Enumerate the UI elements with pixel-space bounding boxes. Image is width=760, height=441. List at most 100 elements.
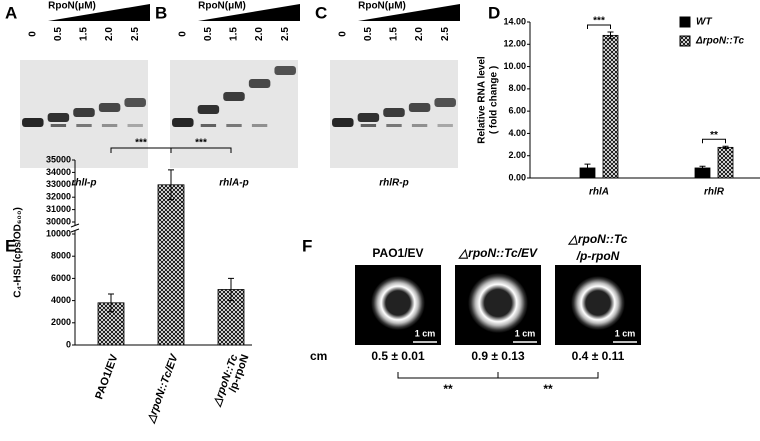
lane-label: 1.5 xyxy=(229,27,240,41)
y-axis-label: C₄-HSL(cps/OD₆₀₀) xyxy=(13,207,24,298)
plate-name: △rpoN::Tc xyxy=(568,232,628,246)
bar xyxy=(602,34,619,179)
axis-break-mark xyxy=(70,223,80,228)
error-bar xyxy=(168,169,174,201)
x-tick-label: △rpoN::Tc/EV xyxy=(144,351,181,425)
gel-band xyxy=(332,118,354,127)
plate-halo xyxy=(571,276,625,330)
gel-caption: rhlR-p xyxy=(379,178,408,189)
y-tick-label: 33000 xyxy=(46,179,71,189)
gel-band xyxy=(73,108,95,117)
free-probe xyxy=(127,124,143,127)
y-tick-label: 34000 xyxy=(46,167,71,177)
axis-break xyxy=(71,225,79,231)
panel-label: A xyxy=(5,3,17,22)
error-bar xyxy=(699,165,706,171)
significance-bracket xyxy=(170,147,232,153)
y-tick-label: 10000 xyxy=(46,228,71,238)
lane-label: 1.5 xyxy=(389,27,400,41)
gel-band xyxy=(434,98,456,107)
axis-break-mark xyxy=(70,228,80,233)
legend-label: ΔrpoN::Tc xyxy=(695,36,744,47)
free-probe xyxy=(411,124,428,127)
gel-caption: rhlI-p xyxy=(72,178,97,189)
panel-label: B xyxy=(155,3,167,22)
gel-band xyxy=(172,118,194,127)
lane-label: 2.5 xyxy=(130,27,141,41)
gel-band xyxy=(98,103,121,112)
x-tick-label: PAO1/EV xyxy=(93,352,121,401)
scale-label: 1 cm xyxy=(515,328,536,338)
legend-swatch xyxy=(679,35,691,47)
legend-swatch xyxy=(679,16,691,28)
y-axis-label: Relative RNA level xyxy=(477,56,488,144)
panel-label: C xyxy=(315,3,327,22)
free-probe xyxy=(76,124,92,127)
free-probe xyxy=(360,124,377,127)
gel-band xyxy=(197,105,220,114)
y-tick-label: 8.00 xyxy=(508,83,526,93)
gel-image xyxy=(170,60,298,168)
y-tick-label: 4000 xyxy=(51,295,71,305)
lane-label: 1.5 xyxy=(79,27,90,41)
plate-halo xyxy=(371,276,425,330)
error-bar xyxy=(108,293,114,313)
significance-bracket xyxy=(702,138,726,144)
y-tick-label: 0.00 xyxy=(508,172,526,182)
gel-band xyxy=(383,108,405,117)
lane-label: 0.5 xyxy=(203,27,214,41)
gel-band xyxy=(124,98,146,107)
free-probe xyxy=(437,124,453,127)
gel-caption: rhlA-p xyxy=(219,178,248,189)
measure: 0.5 ± 0.01 xyxy=(371,349,425,363)
error-bar xyxy=(607,31,614,40)
significance: *** xyxy=(195,138,207,149)
concentration-wedge xyxy=(358,4,460,21)
free-probe xyxy=(101,124,118,127)
y-tick-label: 32000 xyxy=(46,192,71,202)
free-probe xyxy=(226,124,242,127)
y-tick-label: 0 xyxy=(66,339,71,349)
y-tick-label: 6.00 xyxy=(508,106,526,116)
measure: 0.9 ± 0.13 xyxy=(471,349,525,363)
y-tick-label: 4.00 xyxy=(508,128,526,138)
gel-band xyxy=(357,113,380,122)
legend-label: WT xyxy=(696,17,712,28)
significance-bracket xyxy=(587,24,611,30)
significance: ** xyxy=(710,130,718,141)
lane-label: 2.0 xyxy=(104,27,115,41)
x-tick-label: rhlA xyxy=(589,187,609,198)
error-bar xyxy=(228,277,234,302)
lane-label: 2.0 xyxy=(414,27,425,41)
plate-halo xyxy=(468,273,528,333)
gel-band xyxy=(47,113,70,122)
error-bar xyxy=(584,163,591,173)
lane-label: 2.5 xyxy=(440,27,451,41)
y-axis-label: ( fold change ) xyxy=(489,66,500,134)
bar xyxy=(157,184,185,346)
gel-title: RpoN(μM) xyxy=(198,1,246,12)
lane-label: 0.5 xyxy=(53,27,64,41)
free-probe xyxy=(251,124,268,127)
gel-title: RpoN(μM) xyxy=(48,1,96,12)
bar xyxy=(717,146,734,179)
plate-name: △rpoN::Tc/EV xyxy=(458,246,538,260)
y-tick-label: 31000 xyxy=(46,204,71,214)
gel-title: RpoN(μM) xyxy=(358,1,406,12)
unit-label: cm xyxy=(310,349,327,363)
plate-name: PAO1/EV xyxy=(372,246,423,260)
significance: ** xyxy=(443,382,453,396)
y-tick-label: 30000 xyxy=(46,216,71,226)
significance: *** xyxy=(593,16,605,27)
y-tick-label: 14.00 xyxy=(503,16,526,26)
free-probe xyxy=(200,124,217,127)
gel-band xyxy=(408,103,431,112)
significance: ** xyxy=(543,382,553,396)
gel-band xyxy=(223,92,245,101)
error-bar xyxy=(722,145,729,149)
lane-label: 0 xyxy=(177,31,188,37)
lane-label: 0.5 xyxy=(363,27,374,41)
y-tick-label: 2000 xyxy=(51,317,71,327)
